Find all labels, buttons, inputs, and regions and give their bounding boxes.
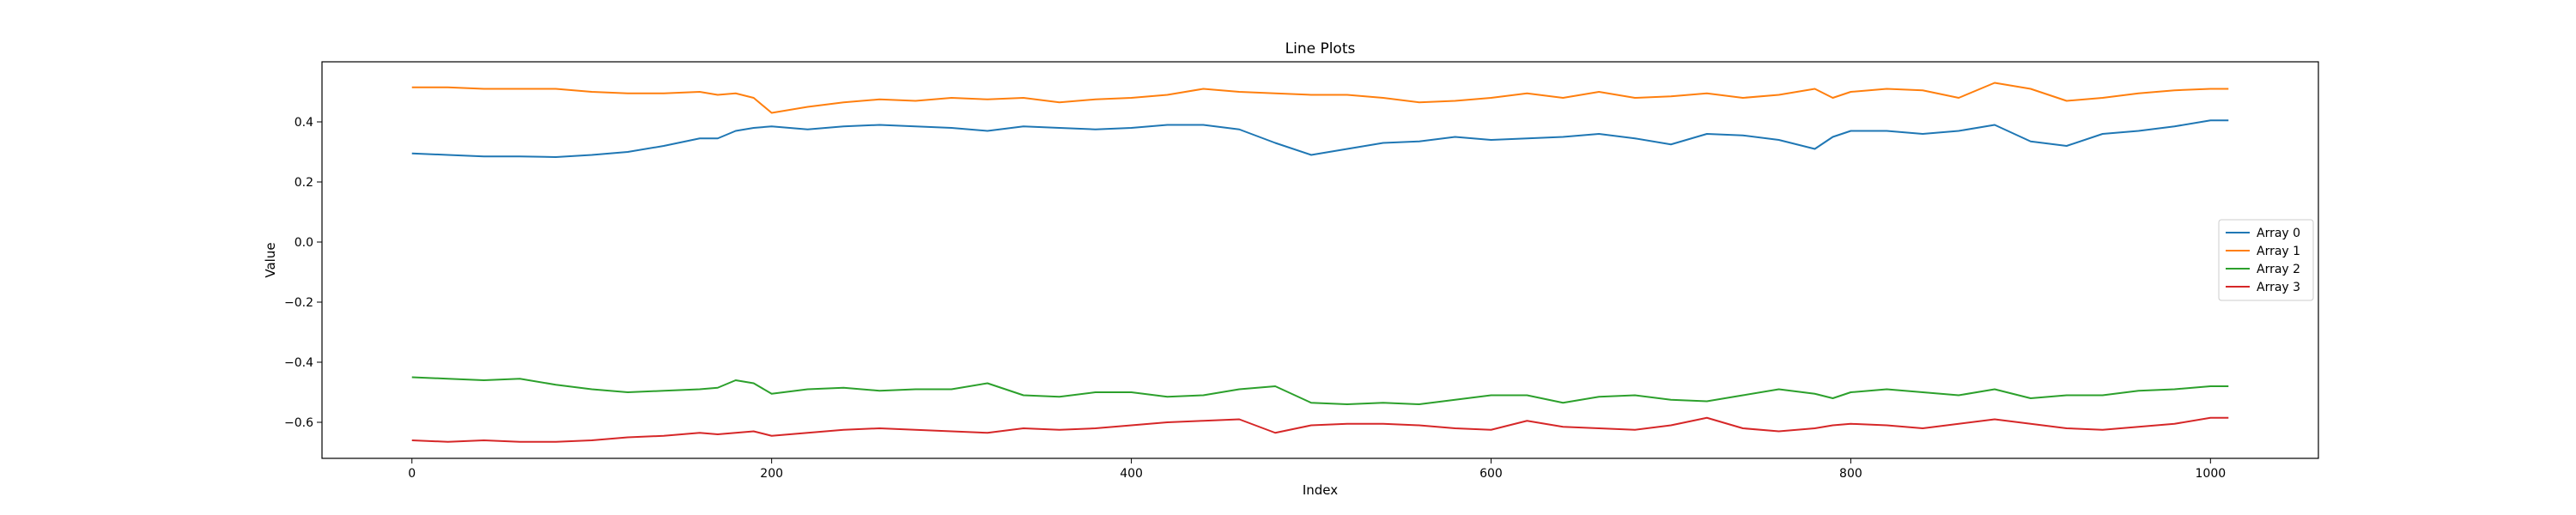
x-tick-label: 800 [1839, 467, 1862, 481]
legend: Array 0 Array 1 Array 2 Array 3 [2218, 219, 2314, 301]
chart-title: Line Plots [1285, 40, 1356, 58]
legend-label: Array 2 [2257, 263, 2300, 276]
legend-label: Array 3 [2257, 281, 2300, 294]
legend-label: Array 0 [2257, 227, 2300, 240]
y-axis-ticks: −0.6 −0.4 −0.2 0.0 0.2 0.4 [284, 116, 322, 430]
x-tick-label: 0 [408, 467, 416, 481]
x-tick-label: 600 [1479, 467, 1503, 481]
y-tick-label: 0.4 [295, 116, 313, 130]
series-line-array-3 [411, 416, 2229, 443]
x-tick-label: 1000 [2196, 467, 2227, 481]
x-tick-label: 200 [760, 467, 783, 481]
y-tick-label: −0.4 [284, 356, 313, 370]
y-tick-label: −0.6 [284, 416, 313, 430]
legend-label: Array 1 [2257, 245, 2300, 258]
series-lines [411, 82, 2229, 443]
series-line-array-2 [411, 376, 2229, 405]
y-tick-label: 0.0 [295, 236, 313, 250]
plot-area [321, 61, 2319, 459]
x-axis-label: Index [1303, 482, 1338, 498]
y-tick-label: −0.2 [284, 296, 313, 310]
x-axis-ticks: 0 200 400 600 800 1000 [408, 458, 2226, 481]
y-axis-label: Value [263, 242, 278, 277]
x-tick-label: 400 [1120, 467, 1143, 481]
series-line-array-1 [411, 82, 2229, 114]
series-line-array-0 [411, 119, 2229, 158]
legend-box [2218, 219, 2314, 301]
y-tick-label: 0.2 [295, 176, 313, 190]
